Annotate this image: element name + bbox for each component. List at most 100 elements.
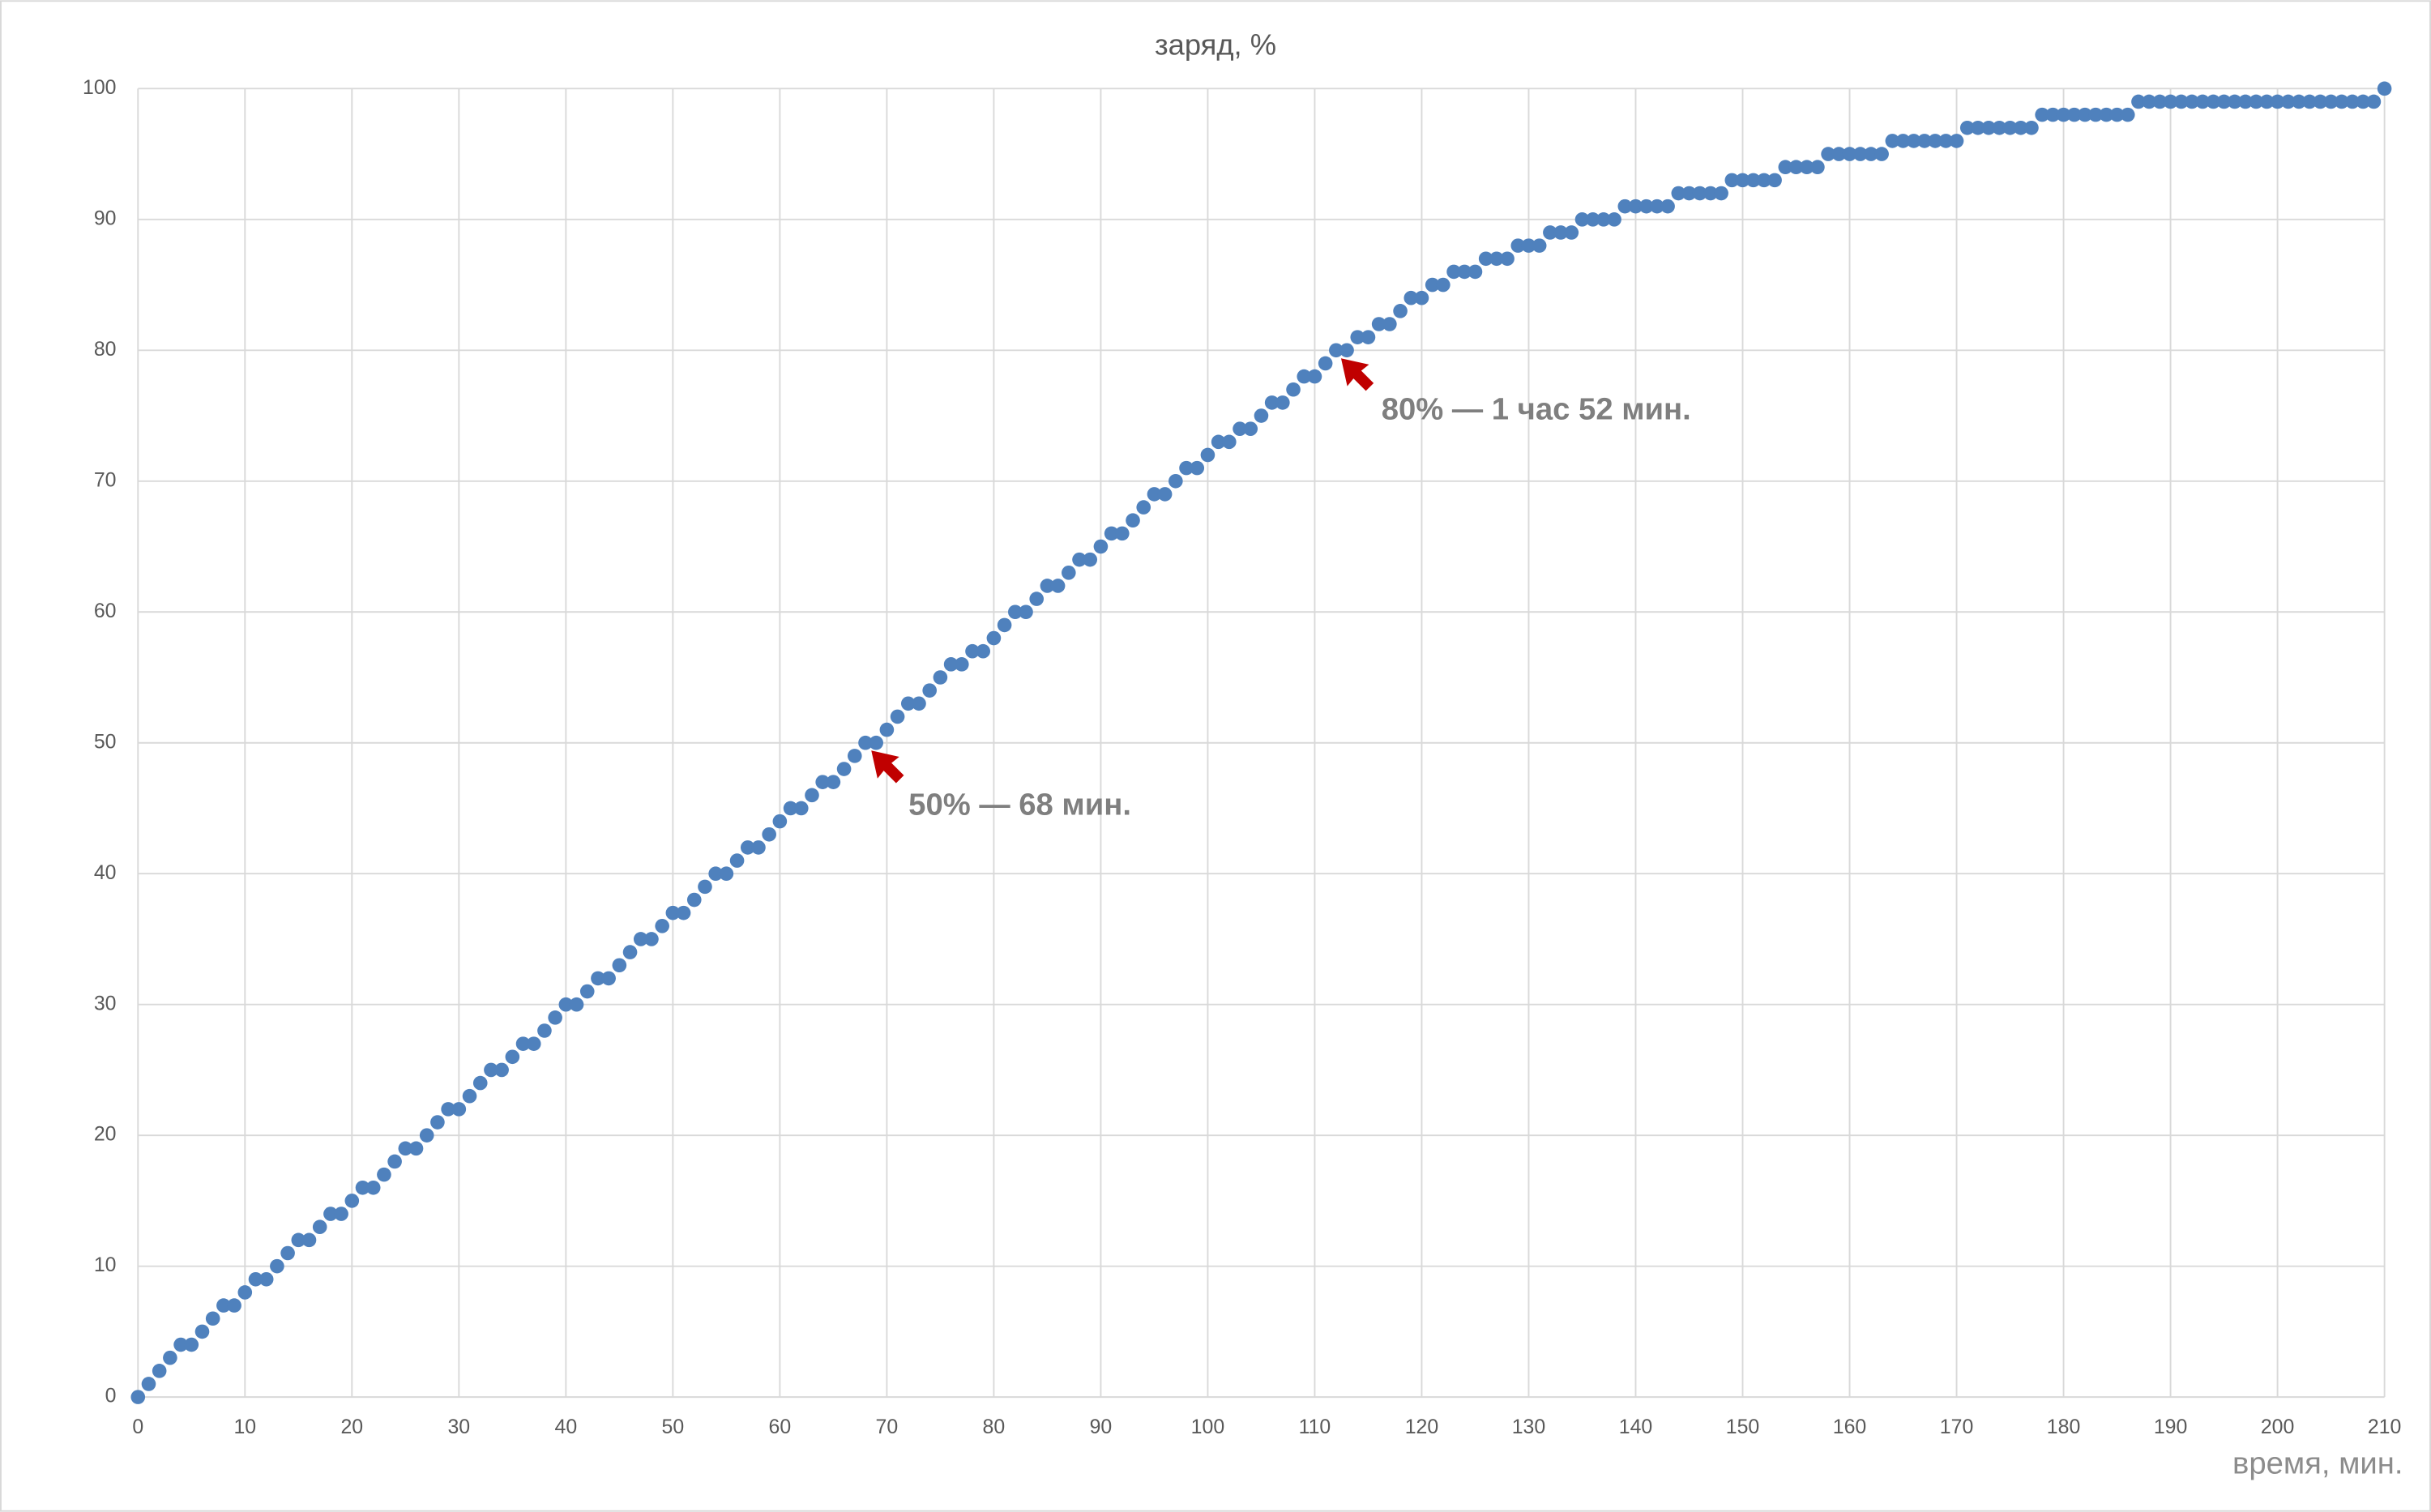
data-point <box>1040 579 1055 593</box>
data-point <box>1275 395 1290 410</box>
y-tick-label: 30 <box>94 992 117 1014</box>
data-point <box>2045 107 2061 122</box>
data-point <box>2152 94 2168 109</box>
data-point <box>1692 186 1707 201</box>
data-point <box>1895 134 1911 148</box>
data-point <box>815 775 830 789</box>
data-point <box>762 826 776 842</box>
data-point <box>430 1115 445 1130</box>
data-point <box>1436 277 1450 293</box>
data-point <box>1500 251 1515 267</box>
data-point <box>441 1102 455 1117</box>
data-point <box>579 984 595 999</box>
data-point <box>419 1128 434 1143</box>
data-point <box>2280 94 2296 109</box>
data-point <box>1050 579 1066 593</box>
y-tick-label: 70 <box>94 468 117 491</box>
data-point <box>751 840 766 855</box>
data-point <box>2142 94 2156 109</box>
data-point <box>301 1232 317 1248</box>
data-point <box>205 1311 220 1326</box>
y-tick-label: 50 <box>94 730 117 753</box>
data-point <box>805 788 819 803</box>
x-tick-label: 20 <box>340 1416 363 1438</box>
y-tick-label: 100 <box>83 76 116 99</box>
data-point <box>1179 460 1194 476</box>
data-point <box>2366 94 2382 109</box>
data-point <box>1810 160 1825 175</box>
data-point <box>1928 134 1942 148</box>
data-point <box>1874 147 1889 161</box>
data-point <box>2088 107 2103 122</box>
x-tick-label: 50 <box>662 1416 685 1438</box>
data-point <box>365 1180 381 1195</box>
data-point <box>334 1207 348 1221</box>
data-point <box>280 1245 295 1261</box>
data-point <box>1917 134 1932 148</box>
grid: 0 10 20 30 40 50 60 70 80 90 100 0 10 20 30 40 50 60 70 80 9… <box>83 76 2401 1438</box>
x-tick-label: 150 <box>1726 1416 1759 1438</box>
data-point <box>462 1088 477 1104</box>
data-point <box>1949 134 1964 148</box>
data-point <box>408 1141 424 1156</box>
data-point <box>729 853 745 868</box>
data-point <box>472 1075 488 1091</box>
data-point <box>1703 186 1718 201</box>
data-point <box>1019 604 1033 620</box>
data-point <box>954 657 969 672</box>
data-point <box>1008 604 1023 620</box>
data-point <box>1681 186 1697 201</box>
data-point <box>1971 120 1985 135</box>
x-tick-label: 160 <box>1833 1416 1866 1438</box>
data-point <box>1243 421 1258 436</box>
data-point <box>601 971 616 986</box>
data-point <box>591 971 605 986</box>
data-point <box>1382 317 1397 331</box>
data-point <box>1169 473 1183 489</box>
data-point <box>1136 500 1151 515</box>
data-point <box>2334 94 2349 109</box>
data-point <box>2345 94 2360 109</box>
data-point <box>1307 369 1322 384</box>
data-point <box>1222 434 1237 450</box>
data-point <box>1297 369 1312 384</box>
data-point <box>1468 264 1483 280</box>
data-point <box>655 919 669 933</box>
data-point <box>644 932 659 946</box>
data-point <box>130 1390 146 1404</box>
data-point <box>2013 120 2028 135</box>
data-point <box>1650 199 1664 214</box>
data-point <box>1350 330 1365 344</box>
data-point <box>1607 212 1621 227</box>
data-point <box>1778 160 1793 175</box>
data-point <box>1671 186 1686 201</box>
data-point <box>1585 212 1600 227</box>
data-point <box>2002 120 2018 135</box>
x-tick-label: 10 <box>233 1416 256 1438</box>
data-point <box>184 1337 199 1352</box>
data-point <box>997 617 1012 633</box>
x-tick-label: 110 <box>1299 1416 1331 1438</box>
data-point <box>163 1350 177 1365</box>
data-point <box>1318 356 1333 371</box>
data-point <box>1093 539 1109 554</box>
data-point <box>847 749 862 763</box>
data-point <box>312 1219 327 1235</box>
data-point <box>708 866 723 882</box>
data-point <box>612 958 627 973</box>
x-tick-label: 100 <box>1191 1416 1224 1438</box>
data-point <box>793 801 809 816</box>
chart-title: заряд, % <box>1155 28 1276 61</box>
data-point <box>1254 408 1269 423</box>
data-point <box>484 1062 498 1078</box>
y-tick-label: 20 <box>94 1123 117 1146</box>
data-point <box>1403 290 1419 305</box>
data-point <box>698 879 712 895</box>
data-point <box>912 696 926 711</box>
data-point <box>1083 552 1098 567</box>
data-point <box>676 905 691 920</box>
x-tick-label: 190 <box>2154 1416 2187 1438</box>
y-tick-label: 90 <box>94 207 117 229</box>
data-point <box>1831 147 1847 161</box>
data-point <box>1126 513 1140 528</box>
